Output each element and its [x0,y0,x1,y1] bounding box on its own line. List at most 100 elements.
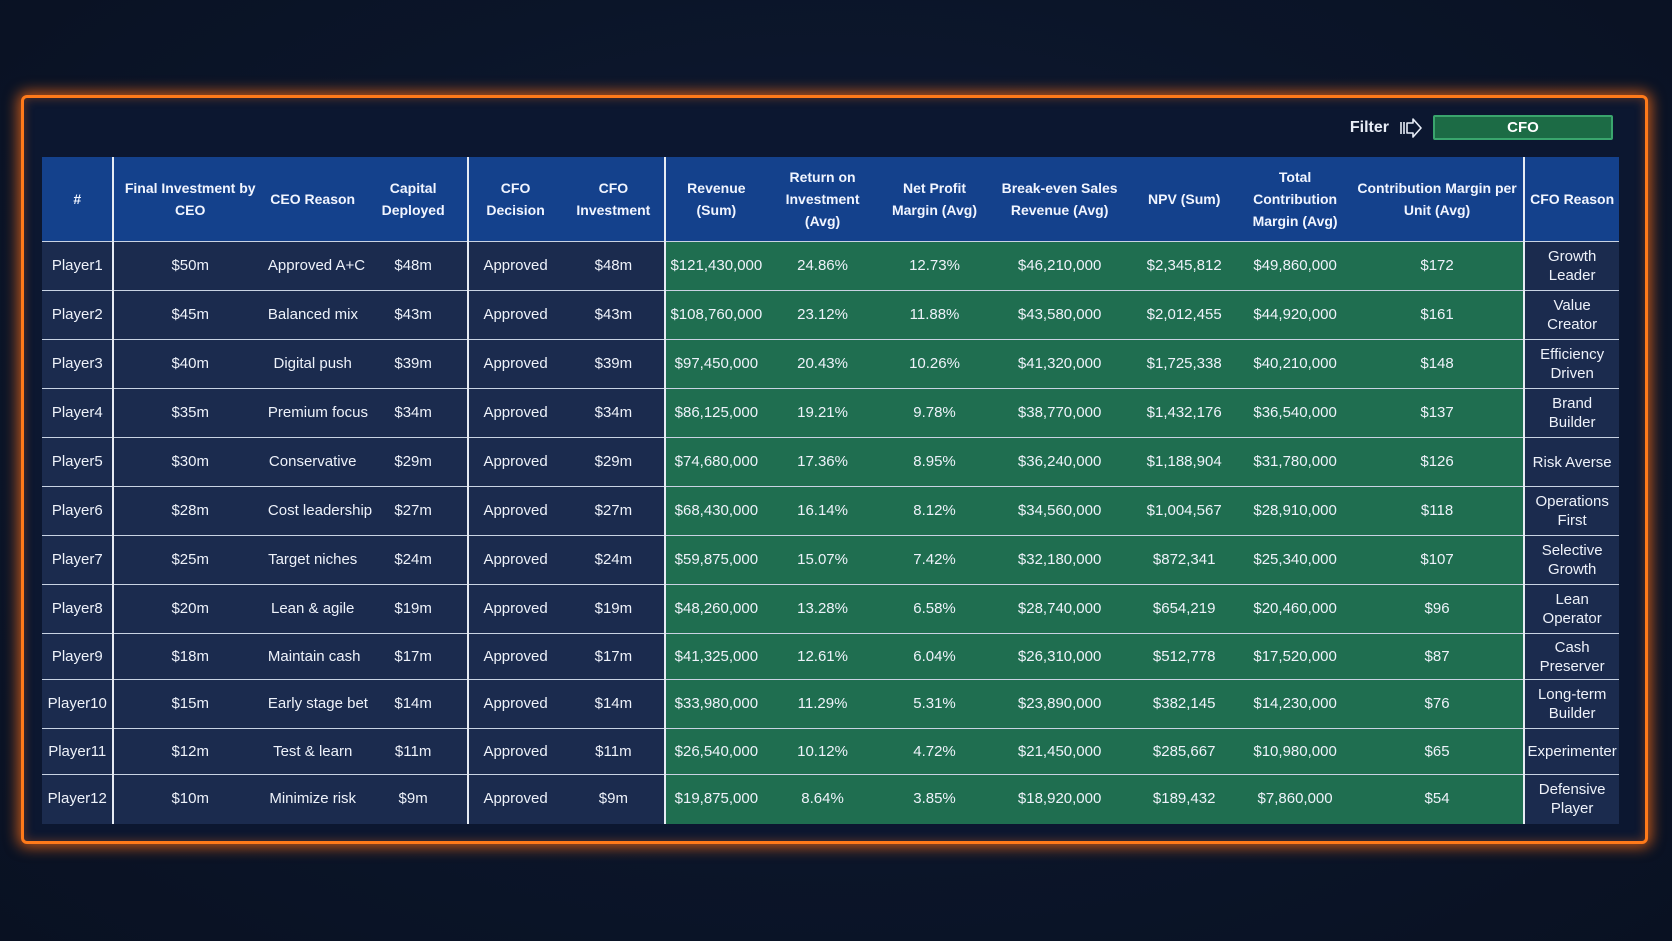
cell-contribution-per-unit: $76 [1350,679,1526,729]
header-col-cfo-decision[interactable]: CFO Decision [467,157,563,242]
header-col-roi[interactable]: Return on Investment (Avg) [766,157,879,242]
cell-net-profit-margin: 3.85% [878,774,991,824]
cell-net-profit-margin: 7.42% [878,535,991,585]
cell-index: Player3 [42,339,115,389]
cell-cfo-decision: Approved [467,633,563,680]
table-row[interactable]: Player6 $28m Cost leadership $27m Approved $2… [42,486,1619,536]
cell-cfo-reason: Long-term Builder [1524,679,1619,729]
table-header: # Final Investment by CEO CEO Reason Capita… [42,157,1619,242]
cell-final-investment: $30m [113,437,266,487]
cell-total-contribution: $10,980,000 [1239,728,1351,775]
cell-npv: $872,341 [1129,535,1240,585]
table-row[interactable]: Player9 $18m Maintain cash $17m Approved $17m… [42,633,1619,680]
table-row[interactable]: Player1 $50m Approved A+C $48m Approved $48m $… [42,241,1619,291]
cell-index: Player2 [42,290,115,340]
cell-cfo-investment: $27m [562,486,667,536]
table-row[interactable]: Player4 $35m Premium focus $34m Approved $34m… [42,388,1619,438]
table-row[interactable]: Player7 $25m Target niches $24m Approved $24m… [42,535,1619,585]
cell-revenue: $97,450,000 [665,339,767,389]
header-col-cfo-investment[interactable]: CFO Investment [562,157,667,242]
cell-cfo-decision: Approved [467,339,563,389]
cell-roi: 10.12% [766,728,879,775]
table-row[interactable]: Player5 $30m Conservative $29m Approved $29m $… [42,437,1619,487]
cell-revenue: $33,980,000 [665,679,767,729]
cell-total-contribution: $40,210,000 [1239,339,1351,389]
table-row[interactable]: Player12 $10m Minimize risk $9m Approved $9m $… [42,774,1619,824]
cell-roi: 20.43% [766,339,879,389]
cell-cfo-decision: Approved [467,774,563,824]
cell-roi: 8.64% [766,774,879,824]
cell-break-even: $41,320,000 [990,339,1129,389]
cell-revenue: $121,430,000 [665,241,767,291]
table-row[interactable]: Player10 $15m Early stage bet $14m Approved $… [42,679,1619,729]
cell-contribution-per-unit: $54 [1350,774,1526,824]
header-col-capital-deployed[interactable]: Capital Deployed [359,157,469,242]
cell-revenue: $48,260,000 [665,584,767,634]
cell-roi: 15.07% [766,535,879,585]
cell-ceo-reason: Conservative [265,437,360,487]
cell-break-even: $46,210,000 [990,241,1129,291]
cell-total-contribution: $20,460,000 [1239,584,1351,634]
cell-cfo-decision: Approved [467,535,563,585]
cell-break-even: $38,770,000 [990,388,1129,438]
cell-revenue: $41,325,000 [665,633,767,680]
cell-ceo-reason: Cost leadership [265,486,372,536]
cell-cfo-investment: $29m [562,437,667,487]
cell-cfo-decision: Approved [467,486,563,536]
header-col-final-investment[interactable]: Final Investment by CEO [113,157,266,242]
header-col-cfo-reason[interactable]: CFO Reason [1524,157,1619,242]
cell-npv: $1,432,176 [1129,388,1240,438]
cell-cfo-reason: Growth Leader [1524,241,1619,291]
cell-capital-deployed: $24m [359,535,469,585]
table-row[interactable]: Player11 $12m Test & learn $11m Approved $11m… [42,728,1619,775]
cell-net-profit-margin: 5.31% [878,679,991,729]
header-col-ceo-reason[interactable]: CEO Reason [265,157,360,242]
header-col-contribution-per-unit[interactable]: Contribution Margin per Unit (Avg) [1350,157,1526,242]
cell-total-contribution: $7,860,000 [1239,774,1351,824]
cell-roi: 16.14% [766,486,879,536]
cell-net-profit-margin: 8.95% [878,437,991,487]
cell-break-even: $26,310,000 [990,633,1129,680]
cell-cfo-investment: $11m [562,728,667,775]
header-col-net-profit-margin[interactable]: Net Profit Margin (Avg) [878,157,991,242]
cell-roi: 24.86% [766,241,879,291]
cell-roi: 12.61% [766,633,879,680]
cell-roi: 17.36% [766,437,879,487]
header-col-break-even[interactable]: Break-even Sales Revenue (Avg) [990,157,1129,242]
cell-break-even: $23,890,000 [990,679,1129,729]
results-table: # Final Investment by CEO CEO Reason Capita… [42,157,1619,824]
header-col-index[interactable]: # [42,157,115,242]
table-row[interactable]: Player8 $20m Lean & agile $19m Approved $19m $… [42,584,1619,634]
cell-npv: $1,188,904 [1129,437,1240,487]
cell-revenue: $19,875,000 [665,774,767,824]
cell-net-profit-margin: 11.88% [878,290,991,340]
cell-capital-deployed: $19m [359,584,469,634]
cell-cfo-investment: $48m [562,241,667,291]
cell-revenue: $59,875,000 [665,535,767,585]
cell-cfo-decision: Approved [467,290,563,340]
table-row[interactable]: Player3 $40m Digital push $39m Approved $39m $… [42,339,1619,389]
cell-index: Player6 [42,486,115,536]
cell-break-even: $34,560,000 [990,486,1129,536]
cell-contribution-per-unit: $87 [1350,633,1526,680]
filter-select[interactable]: CFO [1433,115,1613,140]
cell-revenue: $74,680,000 [665,437,767,487]
cell-total-contribution: $28,910,000 [1239,486,1351,536]
cell-cfo-decision: Approved [467,584,563,634]
cell-break-even: $28,740,000 [990,584,1129,634]
cell-net-profit-margin: 6.04% [878,633,991,680]
cell-final-investment: $20m [113,584,266,634]
table-row[interactable]: Player2 $45m Balanced mix $43m Approved $43m $… [42,290,1619,340]
cell-ceo-reason: Target niches [265,535,360,585]
cell-npv: $189,432 [1129,774,1240,824]
cell-index: Player10 [42,679,115,729]
header-col-revenue[interactable]: Revenue (Sum) [665,157,767,242]
header-col-npv[interactable]: NPV (Sum) [1129,157,1240,242]
cell-break-even: $43,580,000 [990,290,1129,340]
cell-roi: 11.29% [766,679,879,729]
cell-npv: $285,667 [1129,728,1240,775]
cell-final-investment: $10m [113,774,266,824]
header-col-total-contribution[interactable]: Total Contribution Margin (Avg) [1239,157,1351,242]
cell-index: Player7 [42,535,115,585]
cell-cfo-decision: Approved [467,437,563,487]
